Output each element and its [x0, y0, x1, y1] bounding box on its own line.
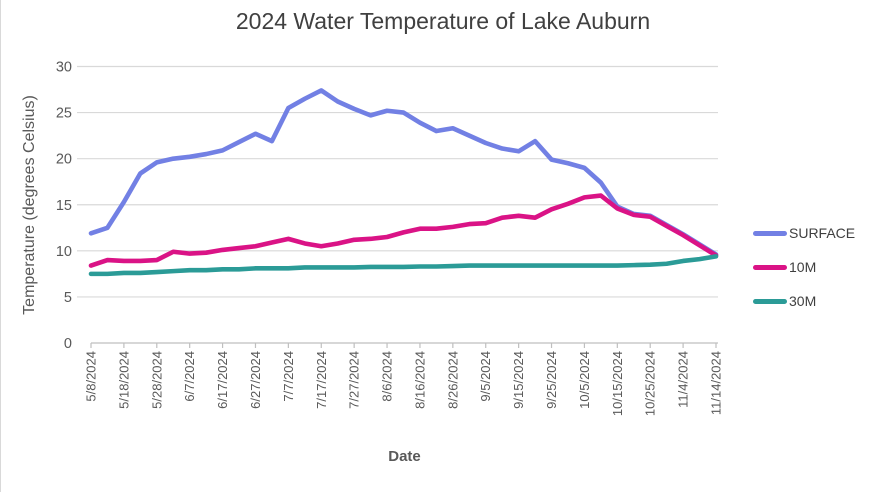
x-tick-label: 10/15/2024	[610, 351, 625, 416]
y-tick-label: 15	[56, 198, 72, 214]
x-tick-label: 5/8/2024	[84, 351, 99, 402]
surface-line-swatch	[753, 230, 787, 236]
x-tick-label: 9/15/2024	[511, 351, 526, 409]
x-tick-label: 11/14/2024	[709, 351, 724, 415]
series-line-surface	[88, 88, 719, 257]
10m-line-swatch	[753, 264, 787, 270]
legend-item-10m: 10M	[753, 257, 855, 277]
x-axis-title: Date	[388, 448, 421, 465]
x-tick-label: 9/25/2024	[544, 351, 559, 409]
legend-item-30m: 30M	[753, 291, 855, 311]
x-tick-label: 6/27/2024	[248, 351, 263, 409]
x-tick-label: 6/17/2024	[215, 351, 230, 409]
x-tick-label: 6/7/2024	[182, 351, 197, 402]
legend-item-surface: SURFACE	[753, 223, 855, 243]
series-line-10m	[88, 193, 719, 268]
x-tick-label: 7/7/2024	[281, 351, 296, 402]
chart-title: 2024 Water Temperature of Lake Auburn	[235, 8, 651, 34]
series-line-30m	[88, 254, 719, 277]
left-border-line	[0, 0, 1, 492]
y-tick-label: 25	[56, 106, 72, 122]
x-tick-label: 7/17/2024	[314, 351, 329, 409]
x-tick-label: 10/25/2024	[643, 351, 658, 416]
y-tick-label: 10	[56, 244, 72, 260]
30m-line-swatch	[753, 298, 787, 304]
x-tick-label: 10/5/2024	[577, 351, 592, 409]
x-tick-label: 8/6/2024	[380, 351, 395, 402]
x-tick-label: 5/18/2024	[116, 351, 131, 409]
y-tick-label: 5	[64, 290, 72, 306]
x-tick-label: 5/28/2024	[149, 351, 164, 409]
legend-label-10m: 10M	[789, 259, 817, 275]
x-tick-label: 8/16/2024	[412, 351, 427, 409]
x-tick-label: 11/4/2024	[676, 351, 691, 408]
legend-label-surface: SURFACE	[789, 225, 856, 241]
x-tick-label: 7/27/2024	[347, 351, 362, 409]
y-tick-label: 30	[56, 60, 72, 76]
x-tick-label: 8/26/2024	[445, 351, 460, 409]
legend: SURFACE 10M 30M	[753, 223, 855, 311]
legend-label-30m: 30M	[789, 293, 817, 309]
x-tick-label: 9/5/2024	[478, 351, 493, 402]
y-tick-label: 20	[56, 152, 72, 168]
y-tick-label: 0	[64, 336, 72, 352]
